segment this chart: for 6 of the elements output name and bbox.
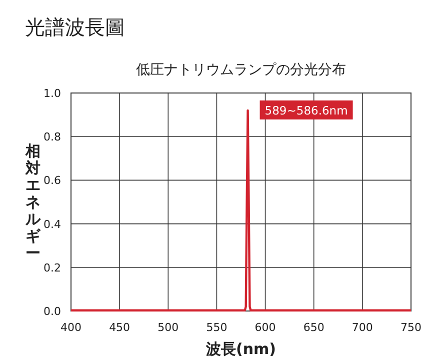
subtitle: 低圧ナトリウムランプの分光分布 <box>136 62 346 78</box>
xlabel: 波長(nm) <box>206 340 276 358</box>
title: 光譜波長圖 <box>25 15 125 39</box>
annotation: 589~586.6nm <box>260 100 353 120</box>
annotation: 589~586.6nm <box>264 103 348 118</box>
ylabel: 相対エネルギー <box>26 142 40 262</box>
